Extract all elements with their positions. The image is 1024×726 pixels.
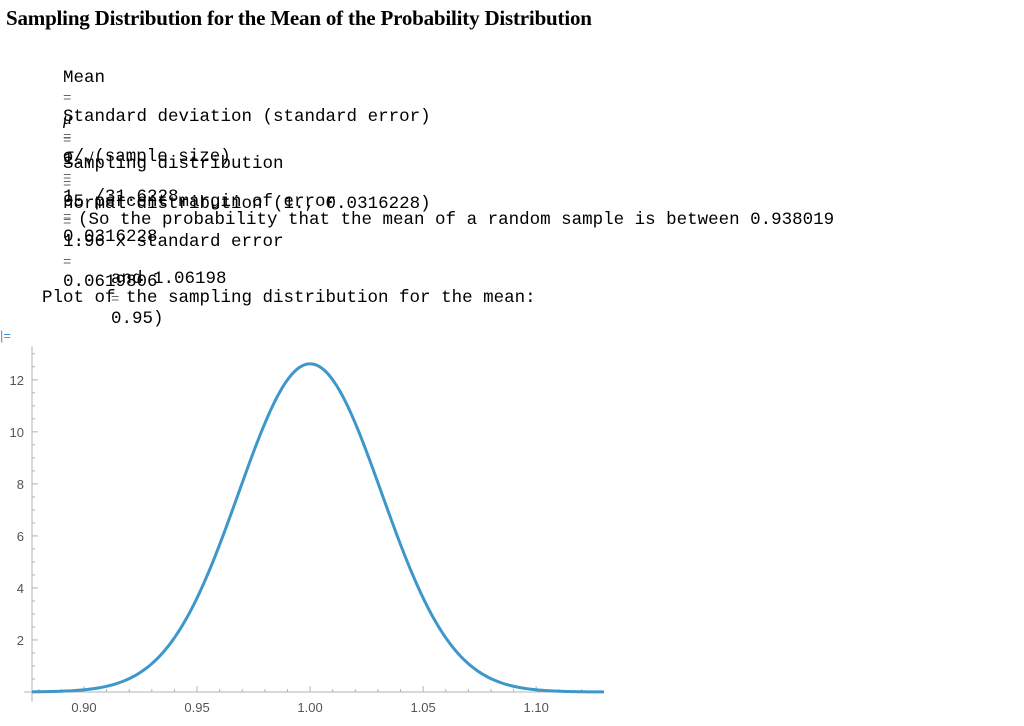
equals-sign: = xyxy=(63,130,72,146)
equals-sign: = xyxy=(63,210,72,226)
output-cell-marker[interactable]: |= xyxy=(0,328,11,343)
dist-label: Sampling distribution xyxy=(63,154,284,174)
chart-axes xyxy=(24,346,604,702)
dist-line: Sampling distribution = normal distribut… xyxy=(42,134,431,214)
mean-line: Mean = μ = 1. xyxy=(42,48,105,170)
dist-value: normal distribution (1., 0.0316228) xyxy=(63,194,431,214)
x-axis-ticks: 0.90 0.95 1.00 1.05 1.10 xyxy=(38,686,582,715)
moe-formula: 1.96 x standard error xyxy=(63,232,284,252)
sd-line: Standard deviation (standard error) = σ/… xyxy=(42,87,431,247)
prob-line-2: and 1.06198 = 0.95) xyxy=(90,249,227,329)
x-tick-label: 1.05 xyxy=(410,700,435,715)
equals-sign: = xyxy=(111,292,120,308)
prob-line-2b: 0.95) xyxy=(111,309,164,329)
sd-label: Standard deviation (standard error) xyxy=(63,107,431,127)
sd-formula-sample-size: (sample size) xyxy=(94,147,231,167)
moe-line: 95 percent margin of error = 1.96 x stan… xyxy=(42,172,336,292)
y-tick-label: 2 xyxy=(17,633,24,648)
equals-sign: = xyxy=(63,91,72,107)
y-axis-ticks: 2 4 6 8 10 12 xyxy=(10,353,38,680)
sd-formula-sigma: σ/ xyxy=(63,147,85,167)
equals-sign: = xyxy=(63,255,72,271)
page-title: Sampling Distribution for the Mean of th… xyxy=(6,6,592,30)
prob-line-2a: and 1.06198 xyxy=(111,269,227,289)
equals-sign: = xyxy=(63,215,72,231)
plot-caption: Plot of the sampling distribution for th… xyxy=(42,288,536,308)
mean-label: Mean xyxy=(63,68,106,88)
y-tick-label: 6 xyxy=(17,529,24,544)
y-tick-label: 8 xyxy=(17,477,24,492)
normal-distribution-chart: 2 4 6 8 10 12 0.90 0.95 1.00 1.05 1.10 xyxy=(10,346,605,715)
density-curve xyxy=(31,362,605,694)
sqrt-icon: √ xyxy=(84,152,95,171)
moe-label: 95 percent margin of error xyxy=(63,192,337,212)
equals-sign: = xyxy=(63,177,72,193)
equals-sign: = xyxy=(63,133,72,149)
moe-value: 0.0619806 xyxy=(63,272,158,292)
sd-formula-value: 1. /31.6228 xyxy=(63,187,179,207)
y-tick-label: 12 xyxy=(10,373,24,388)
x-tick-label: 1.10 xyxy=(524,700,549,715)
mean-value: 1. xyxy=(63,150,85,170)
x-tick-label: 0.95 xyxy=(184,700,209,715)
x-tick-label: 1.00 xyxy=(297,700,322,715)
y-tick-label: 4 xyxy=(17,581,24,596)
y-tick-label: 10 xyxy=(10,425,24,440)
equals-sign: = xyxy=(63,170,72,186)
prob-line-1: (So the probability that the mean of a r… xyxy=(78,210,835,230)
mean-mu: μ xyxy=(63,108,72,128)
x-tick-label: 0.90 xyxy=(71,700,96,715)
sd-value: 0.0316228 xyxy=(63,227,158,247)
